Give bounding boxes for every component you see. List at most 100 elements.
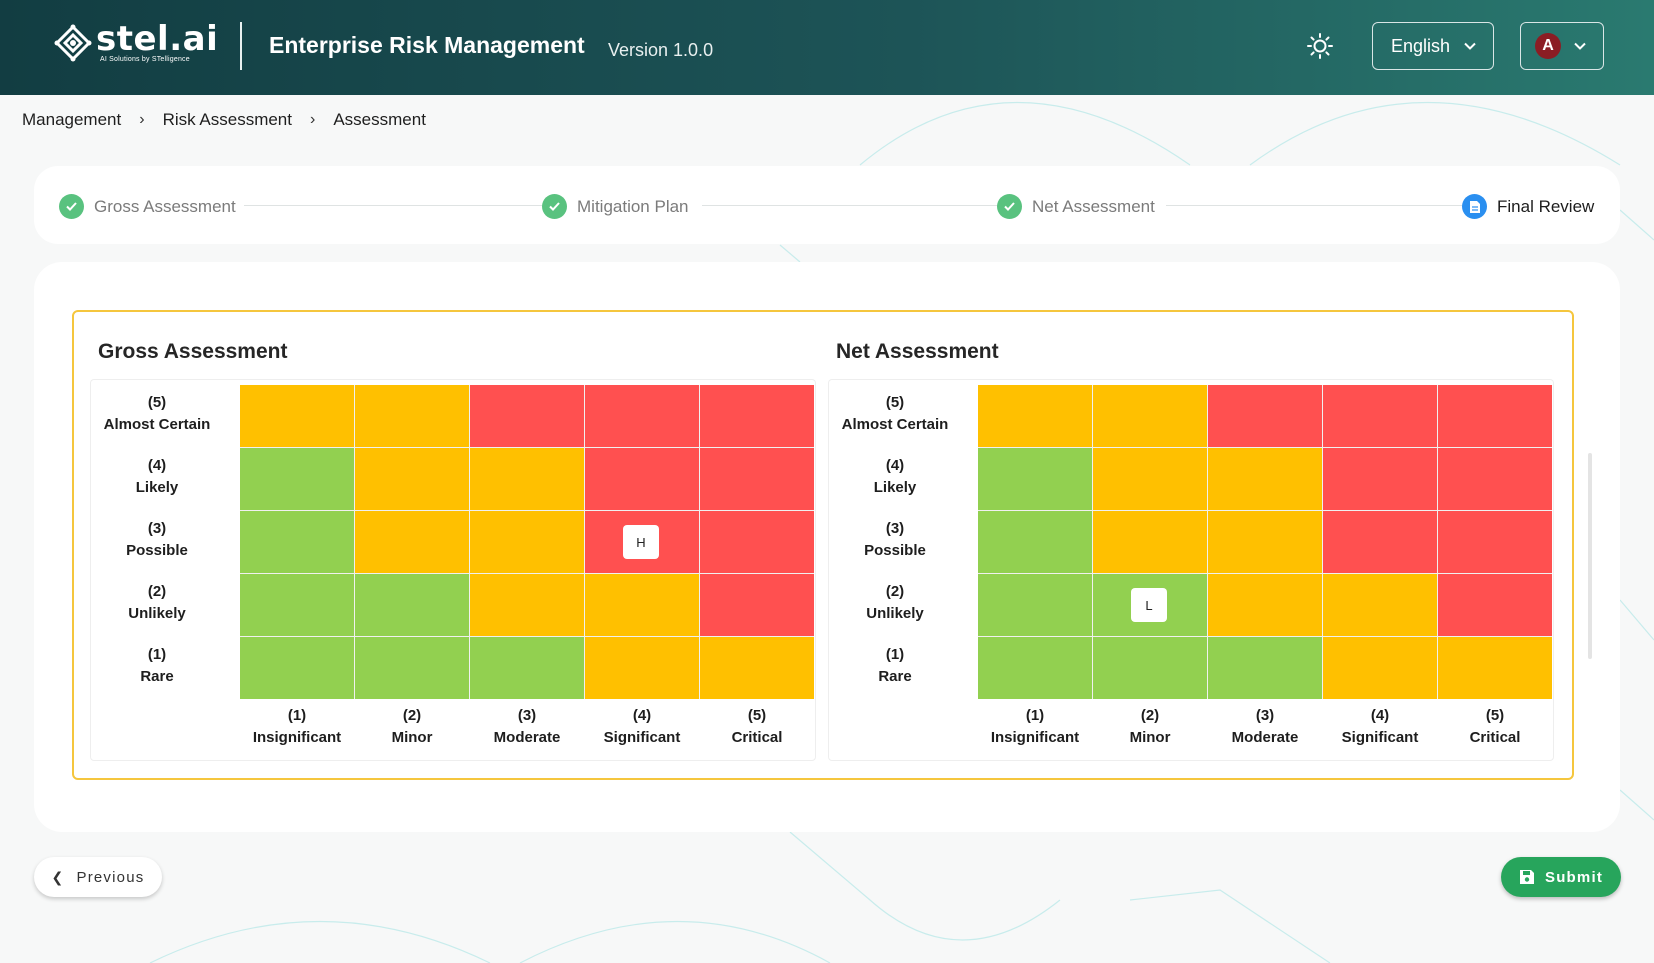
impact-label: (3) Moderate xyxy=(470,705,584,749)
likelihood-label: (2) Unlikely xyxy=(825,581,965,625)
matrix-cell xyxy=(1438,448,1552,510)
likelihood-level: (3) xyxy=(147,520,167,537)
version-label: Version 1.0.0 xyxy=(608,40,714,60)
matrix-cell xyxy=(978,448,1092,510)
likelihood-level: (1) xyxy=(885,646,905,663)
breadcrumb-separator-icon: › xyxy=(139,111,145,128)
likelihood-name: Unlikely xyxy=(128,605,186,622)
impact-label: (3) Moderate xyxy=(1208,705,1322,749)
likelihood-label: (1) Rare xyxy=(825,644,965,688)
matrix-cell xyxy=(470,448,584,510)
impact-label: (4) Significant xyxy=(585,705,699,749)
step-label: Mitigation Plan xyxy=(577,196,689,216)
impact-name: Moderate xyxy=(1231,729,1299,746)
logo-tagline: AI Solutions by STelligence xyxy=(100,56,190,63)
language-select[interactable]: English xyxy=(1372,22,1494,70)
step-label: Final Review xyxy=(1497,196,1595,216)
check-icon xyxy=(542,194,567,219)
gross-matrix-grid: H xyxy=(240,385,814,699)
app-title: Enterprise Risk Management xyxy=(269,32,585,58)
matrix-cell xyxy=(240,511,354,573)
step-label: Gross Assessment xyxy=(94,196,236,216)
likelihood-level: (4) xyxy=(147,457,167,474)
impact-level: (2) xyxy=(402,707,422,724)
progress-stepper: Gross Assessment Mitigation Plan Net Ass… xyxy=(34,166,1620,244)
step-connector xyxy=(1166,205,1484,206)
impact-name: Minor xyxy=(391,729,433,746)
step-net-assessment[interactable]: Net Assessment xyxy=(997,194,1155,219)
matrix-cell xyxy=(700,385,814,447)
matrix-cell xyxy=(585,448,699,510)
document-icon xyxy=(1462,194,1487,219)
matrix-cell xyxy=(470,574,584,636)
step-mitigation-plan[interactable]: Mitigation Plan xyxy=(542,194,689,219)
user-menu-button[interactable]: A xyxy=(1520,22,1604,70)
panel-scrollbar[interactable] xyxy=(1588,453,1592,659)
impact-name: Significant xyxy=(603,729,681,746)
likelihood-label: (4) Likely xyxy=(87,455,227,499)
matrix-cell xyxy=(585,385,699,447)
likelihood-name: Possible xyxy=(126,542,188,559)
breadcrumb-separator-icon: › xyxy=(310,111,316,128)
likelihood-level: (1) xyxy=(147,646,167,663)
matrix-cell xyxy=(470,385,584,447)
matrix-cell xyxy=(470,511,584,573)
matrix-cell xyxy=(1323,385,1437,447)
matrix-cell xyxy=(700,574,814,636)
chevron-left-icon: ❮ xyxy=(51,868,65,885)
matrix-cell xyxy=(1438,637,1552,699)
impact-level: (5) xyxy=(1485,707,1505,724)
check-icon xyxy=(59,194,84,219)
likelihood-name: Rare xyxy=(140,668,174,685)
step-final-review[interactable]: Final Review xyxy=(1462,194,1594,219)
submit-label: Submit xyxy=(1544,868,1604,886)
breadcrumb-item-management[interactable]: Management xyxy=(22,110,122,129)
logo-name: stel.ai xyxy=(96,19,219,59)
step-connector xyxy=(702,205,1002,206)
impact-label: (4) Significant xyxy=(1323,705,1437,749)
net-matrix-grid: L xyxy=(978,385,1552,699)
matrix-cell xyxy=(240,574,354,636)
avatar: A xyxy=(1535,33,1561,59)
matrix-cell xyxy=(1208,637,1322,699)
likelihood-level: (3) xyxy=(885,520,905,537)
impact-name: Insignificant xyxy=(990,729,1080,746)
gross-matrix-title: Gross Assessment xyxy=(98,340,288,363)
breadcrumb-item-risk-assessment[interactable]: Risk Assessment xyxy=(162,110,292,129)
matrix-cell xyxy=(700,448,814,510)
matrix-cell xyxy=(1208,448,1322,510)
theme-toggle-sun-icon[interactable] xyxy=(1306,32,1334,60)
header-divider xyxy=(240,22,242,70)
matrix-cell xyxy=(1438,511,1552,573)
likelihood-label: (1) Rare xyxy=(87,644,227,688)
impact-level: (5) xyxy=(747,707,767,724)
matrix-cell xyxy=(355,637,469,699)
logo[interactable]: stel.ai AI Solutions by STelligence xyxy=(54,22,218,63)
chevron-down-icon xyxy=(1574,42,1586,50)
likelihood-label: (5) Almost Certain xyxy=(87,392,227,436)
impact-level: (1) xyxy=(287,707,307,724)
matrix-cell xyxy=(240,448,354,510)
matrix-cell xyxy=(585,574,699,636)
matrix-cell xyxy=(978,385,1092,447)
risk-level-marker: L xyxy=(1131,588,1167,622)
matrix-cell xyxy=(1093,637,1207,699)
impact-level: (4) xyxy=(632,707,652,724)
impact-level: (1) xyxy=(1025,707,1045,724)
likelihood-name: Possible xyxy=(864,542,926,559)
step-label: Net Assessment xyxy=(1032,196,1155,216)
impact-name: Significant xyxy=(1341,729,1419,746)
step-gross-assessment[interactable]: Gross Assessment xyxy=(59,194,236,219)
matrix-cell xyxy=(1093,448,1207,510)
likelihood-label: (5) Almost Certain xyxy=(825,392,965,436)
impact-label: (5) Critical xyxy=(1438,705,1552,749)
impact-label: (5) Critical xyxy=(700,705,814,749)
submit-button[interactable]: Submit xyxy=(1501,857,1621,897)
likelihood-label: (2) Unlikely xyxy=(87,581,227,625)
risk-level-marker: H xyxy=(623,525,659,559)
impact-label: (2) Minor xyxy=(1093,705,1207,749)
matrix-cell xyxy=(355,448,469,510)
previous-button[interactable]: ❮ Previous xyxy=(34,857,162,897)
impact-level: (3) xyxy=(517,707,537,724)
impact-level: (4) xyxy=(1370,707,1390,724)
